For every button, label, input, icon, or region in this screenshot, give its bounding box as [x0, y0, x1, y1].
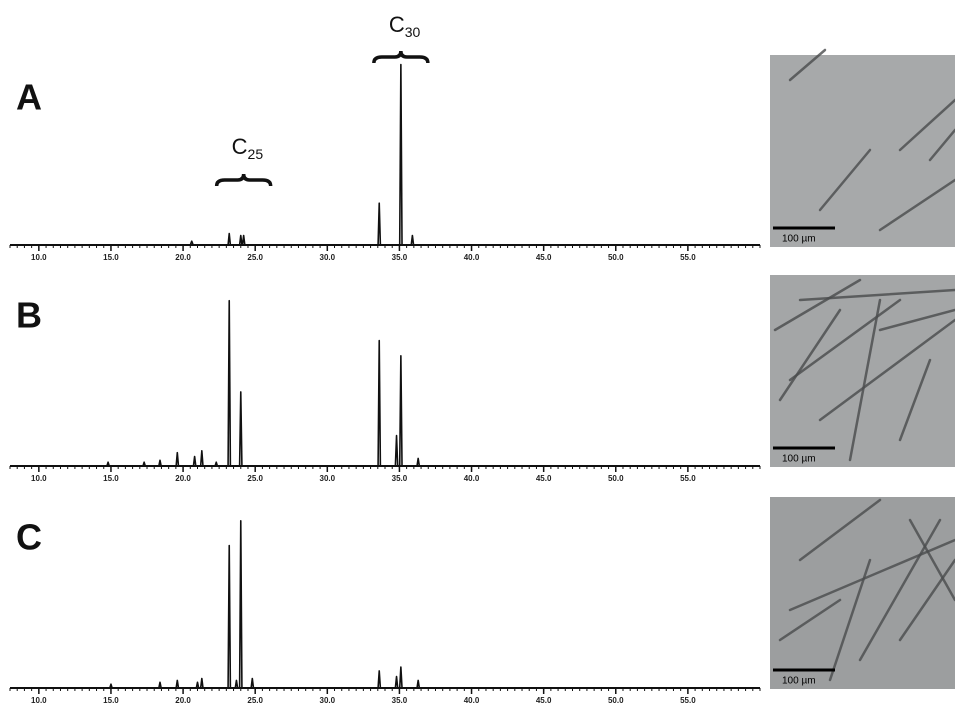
- x-tick-label: 40.0: [464, 253, 480, 262]
- panel-label: A: [16, 77, 42, 118]
- x-tick-label: 40.0: [464, 696, 480, 705]
- crystal-needle: [878, 178, 955, 232]
- micrograph: [770, 497, 955, 689]
- x-tick-label: 20.0: [175, 253, 191, 262]
- x-tick-label: 10.0: [31, 253, 47, 262]
- crystal-needle: [878, 308, 955, 332]
- x-tick-label: 45.0: [536, 474, 552, 483]
- x-tick-label: 55.0: [680, 474, 696, 483]
- crystal-needle: [898, 98, 955, 152]
- x-tick-label: 25.0: [247, 696, 263, 705]
- crystal-needle: [898, 358, 932, 442]
- crystal-needle: [778, 598, 842, 642]
- x-tick-label: 20.0: [175, 696, 191, 705]
- x-tick-label: 55.0: [680, 253, 696, 262]
- annotation: C25: [232, 134, 264, 162]
- x-tick-label: 10.0: [31, 474, 47, 483]
- x-tick-label: 30.0: [320, 253, 336, 262]
- annotation: C30: [389, 12, 421, 40]
- micrograph: [770, 275, 955, 467]
- micrograph: [770, 55, 955, 247]
- crystal-needle: [848, 298, 882, 462]
- x-tick-label: 55.0: [680, 696, 696, 705]
- x-tick-label: 35.0: [392, 253, 408, 262]
- x-tick-label: 30.0: [320, 474, 336, 483]
- x-tick-label: 25.0: [247, 253, 263, 262]
- annotation-sub: 25: [248, 146, 264, 162]
- crystal-needle: [788, 48, 827, 82]
- x-tick-label: 45.0: [536, 253, 552, 262]
- x-tick-label: 45.0: [536, 696, 552, 705]
- x-tick-label: 35.0: [392, 474, 408, 483]
- crystal-needle: [928, 128, 955, 162]
- crystal-needle: [788, 298, 902, 382]
- chromatogram-trace: [10, 299, 760, 467]
- x-tick-label: 25.0: [247, 474, 263, 483]
- scale-bar-label: 100 µm: [782, 454, 816, 465]
- panel-label: B: [16, 295, 42, 336]
- brace: [372, 50, 430, 64]
- crystal-needle: [798, 498, 882, 562]
- annotation-main: C: [232, 134, 248, 159]
- annotation-main: C: [389, 12, 405, 37]
- x-tick-label: 50.0: [608, 253, 624, 262]
- x-tick-label: 35.0: [392, 696, 408, 705]
- x-tick-label: 15.0: [103, 474, 119, 483]
- crystal-needle: [778, 308, 842, 402]
- crystal-needle: [858, 518, 942, 662]
- crystal-needle: [898, 558, 955, 642]
- x-tick-label: 50.0: [608, 474, 624, 483]
- x-tick-label: 15.0: [103, 696, 119, 705]
- annotation-sub: 30: [405, 24, 421, 40]
- crystal-needle: [818, 318, 955, 422]
- crystal-needle: [773, 278, 862, 332]
- x-tick-label: 10.0: [31, 696, 47, 705]
- chromatogram-trace: [10, 520, 760, 689]
- scale-bar-label: 100 µm: [782, 676, 816, 687]
- x-tick-label: 50.0: [608, 696, 624, 705]
- chromatogram-trace: [10, 63, 760, 246]
- x-tick-label: 40.0: [464, 474, 480, 483]
- x-tick-label: 20.0: [175, 474, 191, 483]
- scale-bar-label: 100 µm: [782, 234, 816, 245]
- x-tick-label: 15.0: [103, 253, 119, 262]
- crystal-needle: [798, 288, 955, 302]
- brace: [214, 173, 273, 187]
- crystal-needle: [818, 148, 872, 212]
- crystal-needle: [828, 558, 872, 682]
- crystal-needle: [908, 518, 955, 602]
- panel-label: C: [16, 517, 42, 558]
- x-tick-label: 30.0: [320, 696, 336, 705]
